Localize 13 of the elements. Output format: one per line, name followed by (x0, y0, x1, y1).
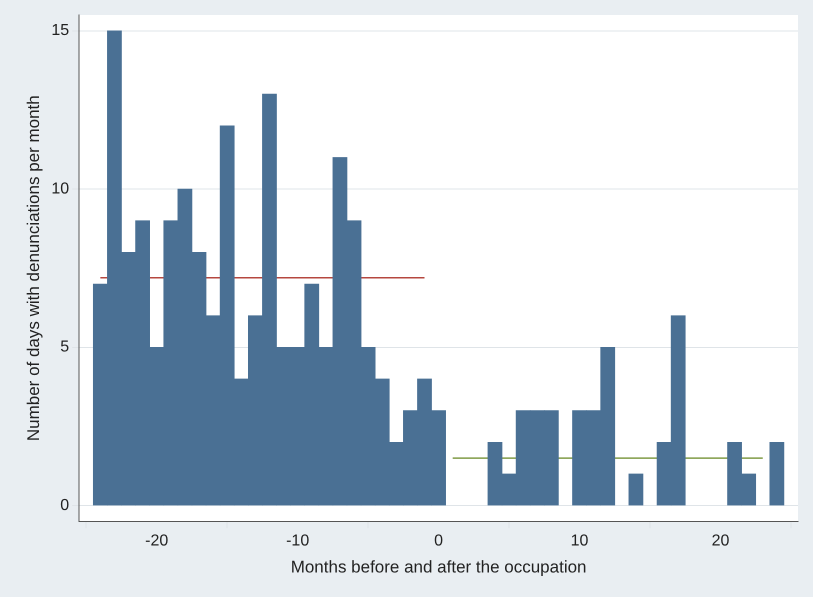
bar (628, 474, 644, 506)
x-tick-label: -10 (286, 532, 310, 550)
bar (769, 442, 784, 506)
x-axis-title: Months before and after the occupation (290, 557, 587, 576)
x-tick-label: -20 (145, 532, 168, 550)
y-tick-label: 10 (51, 180, 70, 198)
y-axis-title: Number of days with denunciations per month (24, 95, 43, 442)
y-tick-label: 0 (60, 496, 70, 514)
x-tick-label: 0 (434, 532, 444, 550)
y-tick-label: 5 (60, 338, 70, 356)
y-tick-label: 15 (51, 22, 70, 40)
x-tick-label: 20 (712, 532, 730, 550)
x-tick-label: 10 (570, 532, 589, 550)
